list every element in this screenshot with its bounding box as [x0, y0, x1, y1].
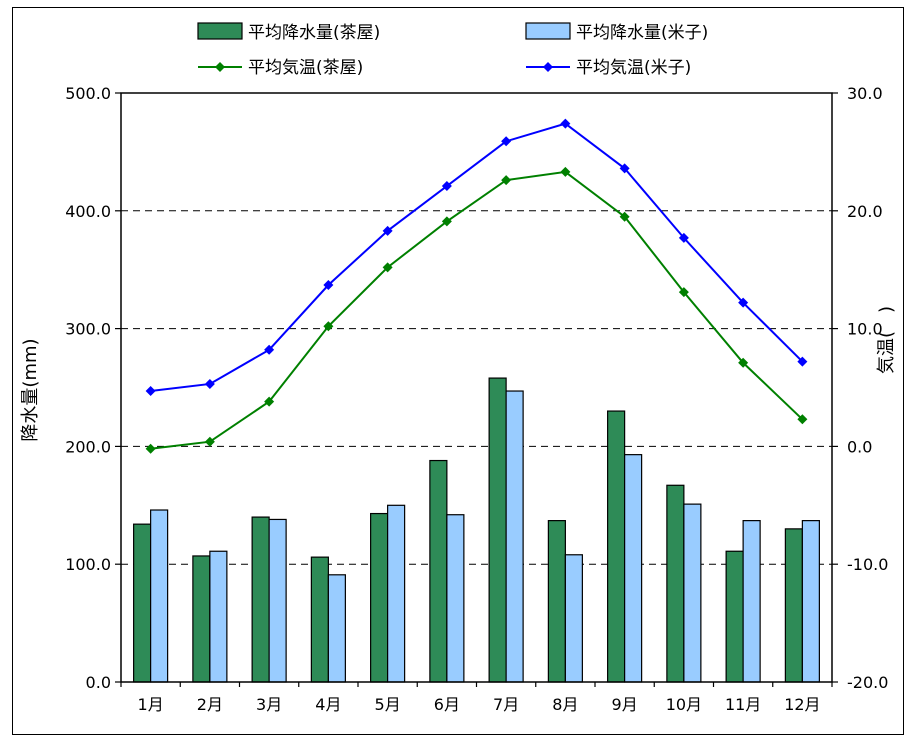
x-tick-label: 3月	[256, 695, 282, 714]
line-point	[264, 396, 275, 407]
line-point	[797, 414, 808, 425]
y-tick-label-left: 200.0	[65, 437, 111, 456]
bar	[742, 520, 761, 683]
bar	[327, 574, 346, 683]
bar	[564, 554, 583, 683]
bar	[429, 459, 448, 683]
line-point	[382, 262, 393, 273]
y-tick-label-right: 10.0	[847, 320, 883, 339]
y-tick-label-right: -20.0	[847, 673, 888, 692]
line-point	[797, 356, 808, 367]
y-tick-label-left: 0.0	[86, 673, 111, 692]
bar	[725, 550, 744, 683]
bar	[801, 520, 820, 683]
bar	[209, 550, 228, 683]
line-point	[204, 436, 215, 447]
y-tick-label-right: -10.0	[847, 555, 888, 574]
line-point	[204, 378, 215, 389]
y-axis-title-left: 降水量(mm)	[20, 338, 41, 441]
bars	[133, 377, 820, 683]
y-tick-label-left: 400.0	[65, 202, 111, 221]
bar	[192, 555, 211, 683]
gridlines	[121, 210, 832, 565]
x-tick-label: 12月	[784, 695, 820, 714]
bar	[505, 390, 524, 683]
line-point	[738, 297, 749, 308]
bar	[784, 528, 803, 683]
line-point	[441, 181, 452, 192]
legend-swatch-marker	[543, 62, 553, 72]
legend-swatch	[197, 22, 243, 40]
line-point	[323, 280, 334, 291]
bar	[251, 516, 270, 683]
bar	[666, 484, 685, 683]
line-point	[441, 216, 452, 227]
bar	[547, 520, 566, 683]
legend-swatch-marker	[215, 62, 225, 72]
bar	[488, 377, 507, 683]
x-tick-label: 10月	[666, 695, 702, 714]
x-tick-label: 6月	[434, 695, 460, 714]
y-tick-label-right: 0.0	[847, 437, 872, 456]
line-point	[678, 287, 689, 298]
bar	[624, 454, 643, 683]
x-tick-label: 7月	[493, 695, 519, 714]
y-tick-label-right: 30.0	[847, 84, 883, 103]
bar	[683, 503, 702, 683]
legend-label: 平均降水量(茶屋)	[248, 23, 380, 43]
y-axis-title-right: 気温( )	[876, 306, 897, 374]
line-point	[619, 211, 630, 222]
line-point	[501, 136, 512, 147]
line-point	[560, 166, 571, 177]
line-point	[738, 357, 749, 368]
y-tick-label-left: 100.0	[65, 555, 111, 574]
x-tick-label: 8月	[552, 695, 578, 714]
x-tick-label: 4月	[315, 695, 341, 714]
x-tick-label: 2月	[197, 695, 223, 714]
lines	[145, 118, 808, 454]
y-tick-label-left: 300.0	[65, 320, 111, 339]
line-point	[323, 321, 334, 332]
legend-swatch	[525, 22, 571, 40]
bar	[150, 509, 169, 683]
plot-area-border	[120, 92, 833, 683]
x-tick-label: 1月	[138, 695, 164, 714]
x-tick-label: 5月	[375, 695, 401, 714]
bar	[387, 504, 406, 683]
line-point	[145, 443, 156, 454]
bar	[310, 556, 329, 683]
axes: 0.0 100.0 200.0 300.0 400.0 500.0 -20.0 -10.0 0.…	[65, 84, 888, 714]
line-point	[382, 225, 393, 236]
bar	[446, 514, 465, 683]
x-tick-label: 11月	[725, 695, 761, 714]
bar	[370, 512, 389, 683]
line-point	[560, 118, 571, 129]
legend-label: 平均降水量(米子)	[576, 23, 708, 43]
y-tick-label-left: 500.0	[65, 84, 111, 103]
line-point	[501, 175, 512, 186]
line-point	[264, 344, 275, 355]
x-tick-label: 9月	[612, 695, 638, 714]
legend: 平均降水量(茶屋) 平均降水量(米子) 平均気温(茶屋) 平均気温(米子)	[197, 22, 708, 78]
bar	[133, 523, 152, 683]
y-tick-label-right: 20.0	[847, 202, 883, 221]
bar	[607, 410, 626, 683]
series-line	[150, 122, 804, 393]
bar	[268, 518, 287, 683]
series-line	[150, 170, 804, 450]
line-point	[145, 386, 156, 397]
line-point	[619, 163, 630, 174]
legend-label: 平均気温(米子)	[576, 58, 691, 78]
legend-label: 平均気温(茶屋)	[248, 58, 363, 78]
line-point	[678, 232, 689, 243]
chart-frame	[12, 7, 904, 735]
